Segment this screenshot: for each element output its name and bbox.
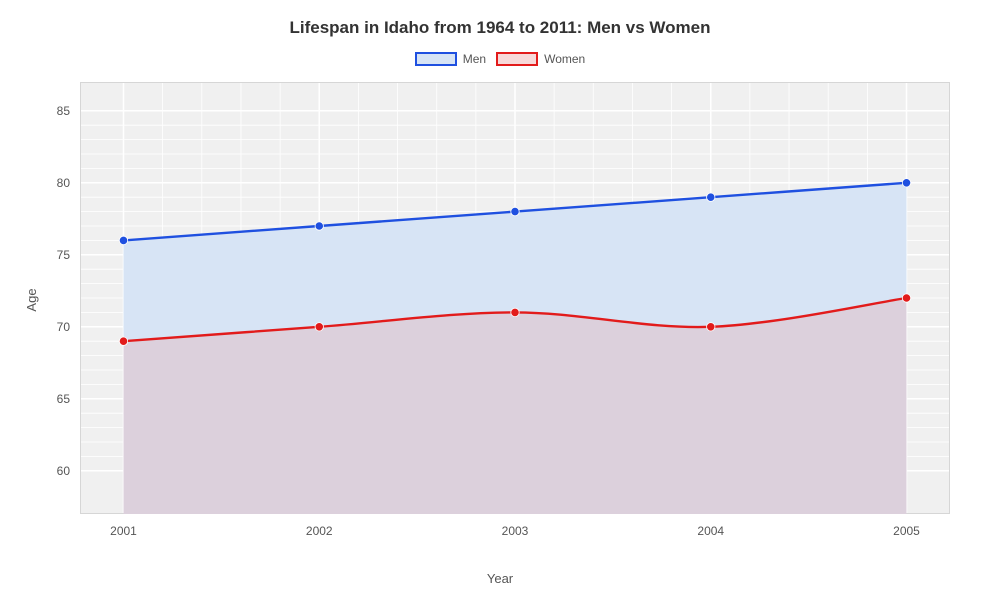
y-tick-label: 60 [57,464,70,478]
x-tick-label: 2003 [502,524,529,538]
legend-item-men: Men [415,52,486,66]
legend-item-women: Women [496,52,585,66]
legend-label-men: Men [463,52,486,66]
y-axis-label: Age [24,288,39,311]
plot-area: 60657075808520012002200320042005 [80,82,950,514]
x-tick-label: 2001 [110,524,137,538]
x-tick-label: 2005 [893,524,920,538]
x-tick-label: 2004 [697,524,724,538]
legend-swatch-men [415,52,457,66]
y-tick-label: 70 [57,320,70,334]
x-tick-label: 2002 [306,524,333,538]
legend-swatch-women [496,52,538,66]
y-tick-label: 65 [57,392,70,406]
y-tick-label: 75 [57,248,70,262]
legend: Men Women [0,52,1000,66]
x-axis-label: Year [0,571,1000,586]
legend-label-women: Women [544,52,585,66]
y-tick-label: 80 [57,176,70,190]
chart-title: Lifespan in Idaho from 1964 to 2011: Men… [0,18,1000,38]
y-tick-label: 85 [57,104,70,118]
plot-svg [80,82,950,514]
chart-container: Lifespan in Idaho from 1964 to 2011: Men… [0,0,1000,600]
